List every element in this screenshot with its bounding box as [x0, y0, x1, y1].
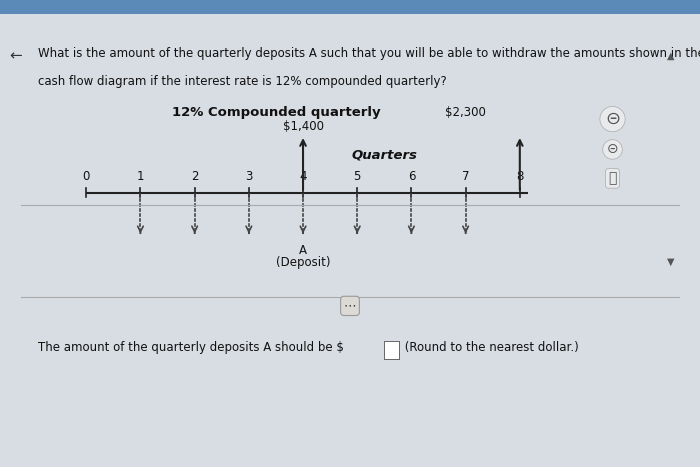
Text: 5: 5 — [354, 170, 361, 183]
Text: cash flow diagram if the interest rate is 12% compounded quarterly?: cash flow diagram if the interest rate i… — [38, 75, 447, 88]
Text: (Round to the nearest dollar.): (Round to the nearest dollar.) — [401, 341, 579, 354]
Text: A: A — [299, 244, 307, 257]
Text: $1,400: $1,400 — [283, 120, 323, 133]
Text: 2: 2 — [191, 170, 198, 183]
Text: What is the amount of the quarterly deposits A such that you will be able to wit: What is the amount of the quarterly depo… — [38, 47, 700, 60]
Text: 7: 7 — [462, 170, 470, 183]
Text: The amount of the quarterly deposits A should be $: The amount of the quarterly deposits A s… — [38, 341, 344, 354]
Text: ⋯: ⋯ — [344, 299, 356, 312]
Text: (Deposit): (Deposit) — [276, 256, 330, 269]
Text: $2,300: $2,300 — [445, 106, 486, 120]
Text: ⬜: ⬜ — [608, 171, 617, 185]
Text: ▼: ▼ — [667, 256, 674, 267]
Text: 8: 8 — [516, 170, 524, 183]
Text: ⊝: ⊝ — [605, 110, 620, 128]
Text: ←: ← — [9, 49, 22, 64]
Text: ⊝: ⊝ — [607, 142, 618, 156]
Text: Quarters: Quarters — [351, 148, 417, 161]
Text: 3: 3 — [245, 170, 253, 183]
Text: 4: 4 — [300, 170, 307, 183]
Text: 0: 0 — [83, 170, 90, 183]
Text: ▲: ▲ — [667, 51, 674, 61]
Text: 12% Compounded quarterly: 12% Compounded quarterly — [172, 106, 380, 120]
Text: 6: 6 — [407, 170, 415, 183]
Text: 1: 1 — [136, 170, 144, 183]
